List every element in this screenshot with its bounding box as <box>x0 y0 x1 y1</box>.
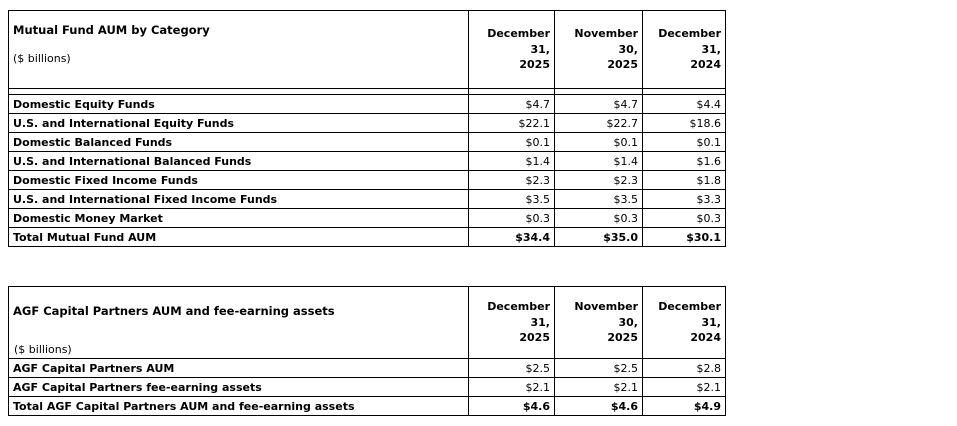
table-row: U.S. and International Equity Funds $22.… <box>8 113 726 133</box>
row-label: U.S. and International Equity Funds <box>8 113 469 133</box>
value-cell: $22.1 <box>468 113 555 133</box>
column-header-nov-30-2025: November 30, 2025 <box>554 286 643 359</box>
value-cell: $3.5 <box>554 189 643 209</box>
table-row: Domestic Money Market $0.3 $0.3 $0.3 <box>8 208 726 228</box>
table-subtitle: ($ billions) <box>13 52 71 65</box>
table-row: Domestic Equity Funds $4.7 $4.7 $4.4 <box>8 94 726 114</box>
value-cell: $1.4 <box>468 151 555 171</box>
table-title-cell: Mutual Fund AUM by Category ($ billions) <box>8 10 469 89</box>
total-row-label: Total AGF Capital Partners AUM and fee-e… <box>8 396 469 416</box>
value-cell: $1.6 <box>642 151 726 171</box>
table-row: AGF Capital Partners AUM $2.5 $2.5 $2.8 <box>8 358 726 378</box>
value-cell: $2.8 <box>642 358 726 378</box>
value-cell: $0.1 <box>468 132 555 152</box>
total-row: Total Mutual Fund AUM $34.4 $35.0 $30.1 <box>8 227 726 247</box>
table-title-cell: AGF Capital Partners AUM and fee-earning… <box>8 286 469 359</box>
table-subtitle: ($ billions) <box>14 343 72 356</box>
mutual-fund-aum-table: Mutual Fund AUM by Category ($ billions)… <box>8 10 726 247</box>
value-cell: $0.3 <box>554 208 643 228</box>
row-label: Domestic Fixed Income Funds <box>8 170 469 190</box>
value-cell: $4.7 <box>468 94 555 114</box>
column-header-dec-31-2024: December 31, 2024 <box>642 10 726 89</box>
column-header-dec-31-2024: December 31, 2024 <box>642 286 726 359</box>
value-cell: $2.5 <box>468 358 555 378</box>
row-label: AGF Capital Partners fee-earning assets <box>8 377 469 397</box>
value-cell: $2.1 <box>554 377 643 397</box>
value-cell: $1.4 <box>554 151 643 171</box>
row-label: U.S. and International Fixed Income Fund… <box>8 189 469 209</box>
value-cell: $0.3 <box>468 208 555 228</box>
total-value-cell: $4.6 <box>554 396 643 416</box>
table-header-row: Mutual Fund AUM by Category ($ billions)… <box>8 10 726 89</box>
table-row: Domestic Fixed Income Funds $2.3 $2.3 $1… <box>8 170 726 190</box>
value-cell: $4.7 <box>554 94 643 114</box>
column-header-nov-30-2025: November 30, 2025 <box>554 10 643 89</box>
row-label: U.S. and International Balanced Funds <box>8 151 469 171</box>
total-value-cell: $4.6 <box>468 396 555 416</box>
value-cell: $4.4 <box>642 94 726 114</box>
table-title: AGF Capital Partners AUM and fee-earning… <box>13 304 335 318</box>
value-cell: $2.3 <box>554 170 643 190</box>
column-header-dec-31-2025: December 31, 2025 <box>468 286 555 359</box>
total-row: Total AGF Capital Partners AUM and fee-e… <box>8 396 726 416</box>
table-row: AGF Capital Partners fee-earning assets … <box>8 377 726 397</box>
table-row: U.S. and International Fixed Income Fund… <box>8 189 726 209</box>
table-title: Mutual Fund AUM by Category <box>13 23 210 37</box>
value-cell: $1.8 <box>642 170 726 190</box>
value-cell: $0.3 <box>642 208 726 228</box>
row-label: Domestic Balanced Funds <box>8 132 469 152</box>
total-value-cell: $34.4 <box>468 227 555 247</box>
table-row: U.S. and International Balanced Funds $1… <box>8 151 726 171</box>
value-cell: $2.1 <box>642 377 726 397</box>
total-row-label: Total Mutual Fund AUM <box>8 227 469 247</box>
agf-capital-partners-table: AGF Capital Partners AUM and fee-earning… <box>8 286 726 416</box>
row-label: Domestic Equity Funds <box>8 94 469 114</box>
value-cell: $18.6 <box>642 113 726 133</box>
row-label: AGF Capital Partners AUM <box>8 358 469 378</box>
value-cell: $0.1 <box>642 132 726 152</box>
total-value-cell: $35.0 <box>554 227 643 247</box>
value-cell: $2.3 <box>468 170 555 190</box>
value-cell: $22.7 <box>554 113 643 133</box>
table-header-row: AGF Capital Partners AUM and fee-earning… <box>8 286 726 359</box>
value-cell: $2.5 <box>554 358 643 378</box>
table-row: Domestic Balanced Funds $0.1 $0.1 $0.1 <box>8 132 726 152</box>
total-value-cell: $4.9 <box>642 396 726 416</box>
value-cell: $0.1 <box>554 132 643 152</box>
row-label: Domestic Money Market <box>8 208 469 228</box>
column-header-dec-31-2025: December 31, 2025 <box>468 10 555 89</box>
value-cell: $2.1 <box>468 377 555 397</box>
total-value-cell: $30.1 <box>642 227 726 247</box>
value-cell: $3.3 <box>642 189 726 209</box>
value-cell: $3.5 <box>468 189 555 209</box>
